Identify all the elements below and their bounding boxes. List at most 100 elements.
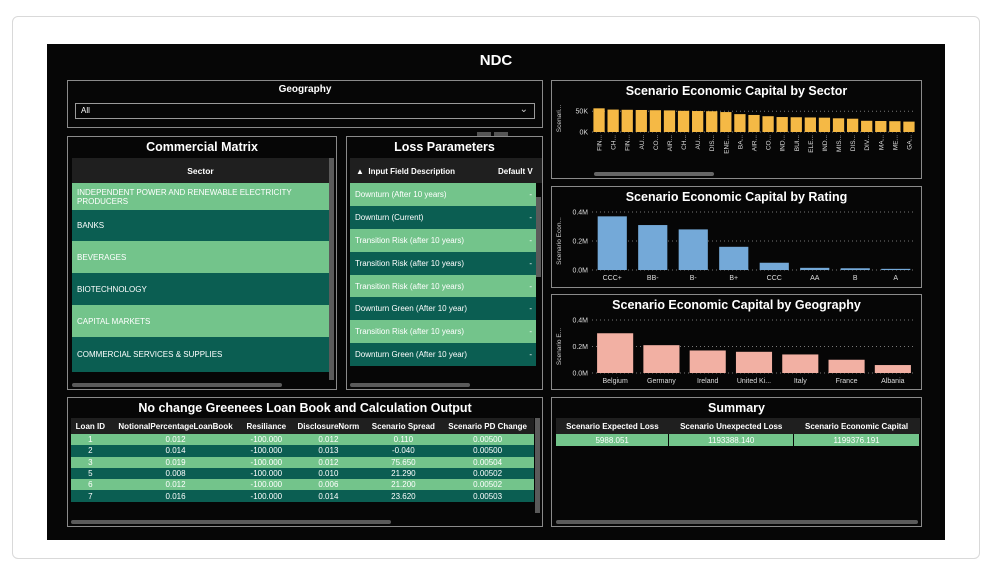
table-row[interactable]: 1 0.012 -100.000 0.012 0.110 0.00500: [71, 434, 534, 446]
y-axis-label: Scenari...: [556, 105, 563, 133]
sector-chart-panel: Scenario Economic Capital by Sector Scen…: [551, 80, 922, 179]
x-tick-label: Belgium: [602, 378, 627, 385]
matrix-horizontal-scrollbar[interactable]: [72, 383, 282, 387]
loss-horizontal-scrollbar[interactable]: [350, 383, 470, 387]
matrix-row[interactable]: BEVERAGES: [72, 241, 329, 273]
x-tick-label: CH...: [611, 135, 618, 150]
x-tick-label: IND...: [780, 135, 787, 152]
x-tick-label: AIR...: [667, 135, 674, 151]
loss-parameter-description: Downturn Green (After 10 year): [355, 304, 468, 314]
table-row[interactable]: 6 0.012 -100.000 0.006 21.200 0.00502: [71, 479, 534, 491]
loss-parameter-row[interactable]: Downturn (After 10 years) -: [350, 183, 536, 206]
default-value-header[interactable]: Default V: [498, 167, 533, 176]
y-tick-label: 50K: [576, 109, 589, 116]
bar: [881, 268, 911, 270]
x-tick-label: ENE...: [723, 135, 730, 154]
table-row[interactable]: 5 0.008 -100.000 0.010 21.290 0.00502: [71, 467, 534, 480]
matrix-row[interactable]: INDEPENDENT POWER AND RENEWABLE ELECTRIC…: [72, 183, 329, 210]
focus-mode-icon[interactable]: [494, 132, 508, 139]
summary-header-economic-capital[interactable]: Scenario Economic Capital: [793, 418, 920, 434]
input-field-description-header[interactable]: ▲ Input Field Description: [356, 167, 456, 176]
bar: [818, 117, 831, 132]
table-row[interactable]: 7 0.016 -100.000 0.014 23.620 0.00503: [71, 490, 534, 502]
chevron-down-icon[interactable]: ⌄: [519, 104, 528, 115]
bar: [846, 118, 859, 132]
loan-book-panel: No change Greenees Loan Book and Calcula…: [67, 397, 543, 527]
loss-parameter-row[interactable]: Downturn (Current) -: [350, 205, 536, 229]
x-tick-label: Albania: [881, 378, 904, 385]
bar: [678, 229, 708, 270]
loss-parameter-row[interactable]: Transition Risk (after 10 years) -: [350, 320, 536, 344]
loss-vertical-scrollbar[interactable]: [536, 197, 541, 277]
summary-panel: Summary Scenario Expected Loss Scenario …: [551, 397, 922, 527]
summary-expected-loss-value: 5988.051: [556, 434, 670, 446]
summary-horizontal-scrollbar[interactable]: [556, 520, 918, 524]
y-tick-label: 0.0M: [572, 268, 588, 275]
loan-book-column-header[interactable]: Scenario PD Change: [441, 418, 534, 434]
bar: [692, 111, 704, 132]
loan-book-cell: -100.000: [241, 479, 292, 491]
summary-header-unexpected-loss[interactable]: Scenario Unexpected Loss: [668, 418, 794, 434]
loss-parameters-rows: Downturn (After 10 years) - Downturn (Curr…: [350, 183, 536, 367]
loss-parameter-row[interactable]: Downturn Green (After 10 year) -: [350, 343, 536, 367]
loan-book-column-header[interactable]: DisclosureNorm: [291, 418, 366, 434]
x-tick-label: AIR...: [752, 135, 759, 151]
bar: [689, 350, 726, 373]
bar: [889, 121, 901, 132]
bar: [621, 109, 633, 132]
loan-book-cell: 0.019: [109, 456, 242, 468]
loan-horizontal-scrollbar[interactable]: [71, 520, 391, 524]
table-row[interactable]: 3 0.019 -100.000 0.012 75.650 0.00504: [71, 456, 534, 468]
loss-parameter-row[interactable]: Transition Risk (after 10 years) -: [350, 251, 536, 275]
loan-book-column-header[interactable]: Loan ID: [71, 418, 110, 434]
y-tick-label: 0K: [579, 130, 588, 137]
loss-parameter-row[interactable]: Downturn Green (After 10 year) -: [350, 297, 536, 321]
matrix-vertical-scrollbar[interactable]: [329, 158, 334, 380]
x-tick-label: B: [853, 275, 858, 282]
rating-chart-title: Scenario Economic Capital by Rating: [625, 190, 848, 204]
sector-chart-scrollbar[interactable]: [594, 172, 714, 176]
bar: [782, 354, 819, 373]
x-tick-label: Germany: [647, 378, 676, 385]
matrix-row[interactable]: BIOTECHNOLOGY: [72, 273, 329, 305]
loan-book-cell: -100.000: [241, 445, 292, 457]
loss-parameter-row[interactable]: Transition Risk (after 10 years) -: [350, 228, 536, 252]
filter-icon[interactable]: [477, 132, 491, 139]
loan-book-title: No change Greenees Loan Book and Calcula…: [138, 401, 472, 415]
summary-header-expected-loss[interactable]: Scenario Expected Loss: [556, 418, 669, 434]
x-tick-label: Italy: [794, 378, 807, 385]
loan-book-column-header[interactable]: Scenario Spread: [365, 418, 442, 434]
loss-parameter-description: Downturn (After 10 years): [355, 189, 447, 199]
y-tick-label: 0.2M: [572, 344, 588, 351]
x-tick-label: CCC+: [603, 275, 622, 282]
loan-book-cell: -0.040: [365, 445, 442, 457]
loan-book-cell: 0.00500: [441, 445, 534, 457]
loan-book-cell: 0.014: [109, 445, 242, 457]
matrix-row[interactable]: CAPITAL MARKETS: [72, 305, 329, 337]
geography-dropdown[interactable]: All ⌄: [75, 103, 535, 119]
loan-book-cell: 75.650: [365, 456, 442, 468]
table-row[interactable]: 2 0.014 -100.000 0.013 -0.040 0.00500: [71, 445, 534, 457]
loan-book-cell: 0.00503: [441, 490, 534, 502]
bar: [593, 108, 605, 132]
y-tick-label: 0.0M: [572, 371, 588, 378]
loan-book-column-header[interactable]: NotionalPercentageLoanBook: [109, 418, 242, 434]
x-tick-label: FIN...: [597, 135, 604, 151]
loan-book-cell: 0.014: [291, 490, 366, 502]
matrix-row[interactable]: COMMERCIAL SERVICES & SUPPLIES: [72, 337, 329, 372]
matrix-row[interactable]: BANKS: [72, 210, 329, 241]
sector-column-header[interactable]: Sector: [72, 158, 329, 183]
summary-economic-capital-value: 1199376.191: [793, 434, 920, 446]
loss-parameter-row[interactable]: Transition Risk (after 10 years) -: [350, 274, 536, 298]
bar: [734, 114, 746, 132]
loan-vertical-scrollbar[interactable]: [535, 418, 540, 513]
loan-book-cell: -100.000: [241, 467, 292, 480]
loan-book-cell: 1: [71, 434, 110, 446]
y-axis-label: Scenario Econ...: [556, 217, 563, 265]
geography-chart-panel: Scenario Economic Capital by Geography S…: [551, 294, 922, 390]
x-tick-label: B+: [729, 275, 738, 282]
x-tick-label: MIS...: [836, 135, 843, 152]
sector-chart-title: Scenario Economic Capital by Sector: [625, 84, 848, 98]
loan-book-column-header[interactable]: Resiliance: [241, 418, 292, 434]
loan-book-table: Loan ID NotionalPercentageLoanBook Resilia…: [71, 418, 534, 502]
